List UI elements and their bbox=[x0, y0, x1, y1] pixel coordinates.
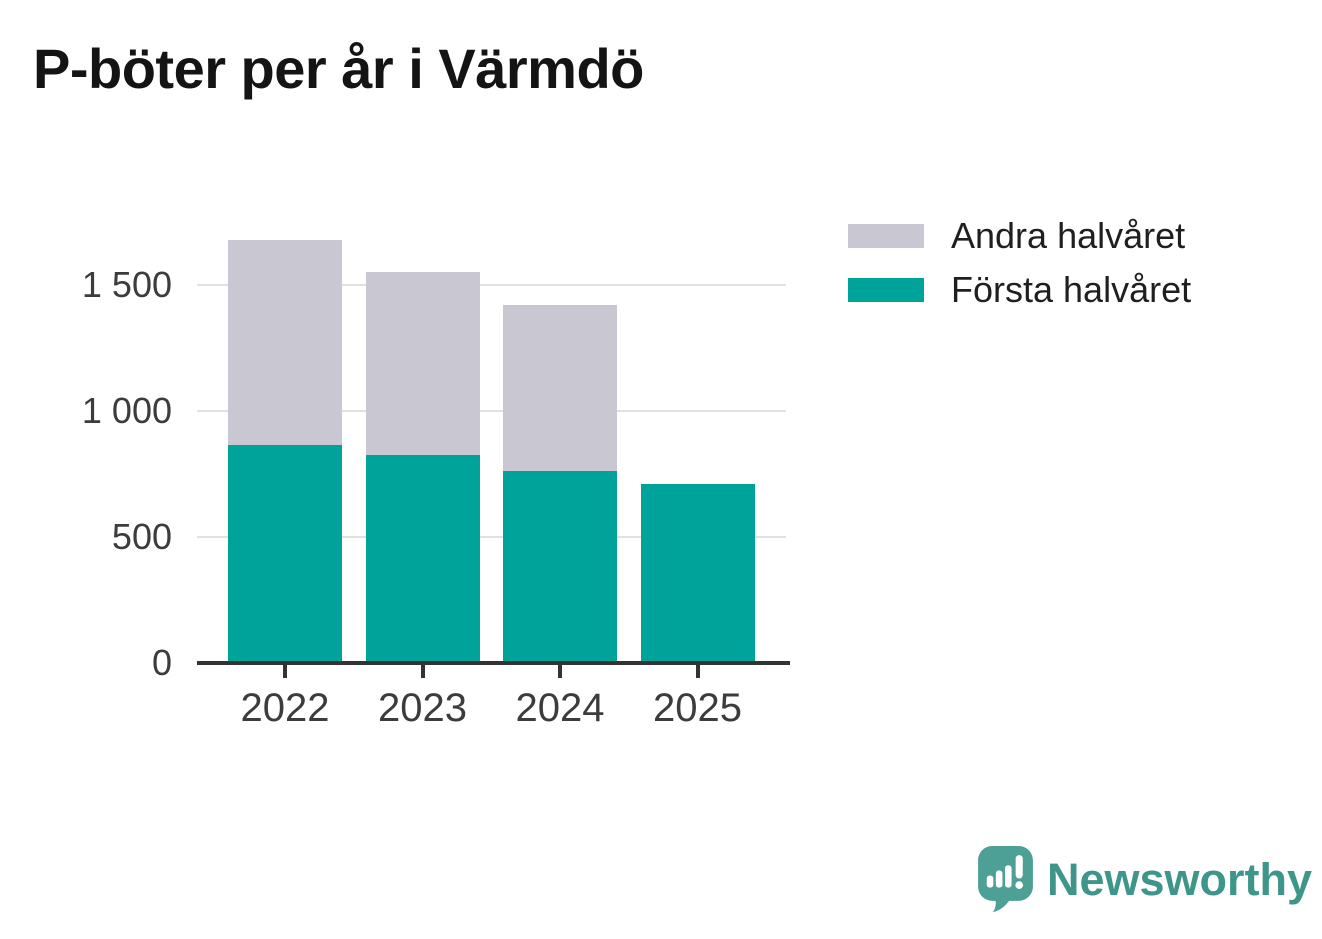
y-tick-label-1000: 1 000 bbox=[81, 390, 172, 431]
bar-segment-2024-andra-halv-ret bbox=[503, 305, 617, 472]
x-tick-2023 bbox=[420, 665, 425, 678]
y-tick-label-500: 500 bbox=[111, 516, 172, 557]
bar-segment-2023-andra-halv-ret bbox=[365, 272, 480, 456]
bar-segment-2023-f-rsta-halv-ret bbox=[365, 455, 480, 663]
x-axis-line bbox=[197, 661, 790, 665]
bar-segment-2022-f-rsta-halv-ret bbox=[228, 445, 342, 663]
brand-name: Newsworthy bbox=[1047, 854, 1313, 905]
gridline-500 bbox=[197, 536, 786, 538]
bar-segment-2024-f-rsta-halv-ret bbox=[503, 471, 617, 663]
logo-bars-exclamation bbox=[986, 855, 1024, 889]
x-tick-label-2022: 2022 bbox=[240, 686, 330, 730]
legend-swatch-forsta-halvaret bbox=[848, 278, 924, 302]
x-tick-2024 bbox=[558, 665, 562, 678]
brand-footer: Newsworthy bbox=[978, 846, 1312, 913]
x-tick-2025 bbox=[695, 665, 700, 678]
bar-segment-2022-andra-halv-ret bbox=[228, 239, 342, 445]
x-tick-2022 bbox=[283, 665, 287, 678]
x-tick-label-2025: 2025 bbox=[653, 686, 742, 730]
legend-swatch-andra-halvaret bbox=[848, 224, 924, 248]
legend-label-forsta-halvaret: Första halvåret bbox=[951, 269, 1192, 310]
y-tick-label-0: 0 bbox=[151, 642, 172, 683]
gridline-1500 bbox=[197, 284, 786, 286]
chart-title: P-böter per år i Värmdö bbox=[33, 37, 644, 100]
legend-item-andra-halvaret: Andra halvåret bbox=[848, 215, 1191, 256]
legend: Andra halvåret Första halvåret bbox=[848, 215, 1192, 325]
legend-item-forsta-halvaret: Första halvåret bbox=[848, 269, 1192, 310]
gridline-1000 bbox=[197, 410, 786, 412]
x-tick-label-2024: 2024 bbox=[515, 686, 605, 730]
legend-label-andra-halvaret: Andra halvåret bbox=[951, 215, 1186, 256]
newsworthy-logo-icon bbox=[978, 846, 1033, 913]
bar-segment-2025-f-rsta-halv-ret bbox=[640, 484, 755, 663]
y-tick-label-1500: 1 500 bbox=[81, 264, 172, 305]
x-tick-label-2023: 2023 bbox=[378, 686, 467, 730]
